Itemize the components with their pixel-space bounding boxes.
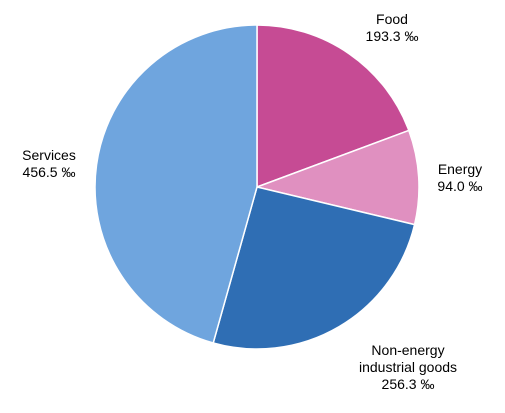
pie-slice-food: [256, 24, 410, 189]
pie-slices: [94, 24, 420, 350]
slice-label-food: Food 193.3 ‰: [366, 11, 419, 44]
pie-slice-energy: [254, 129, 420, 226]
slice-label-services: Services 456.5 ‰: [22, 147, 76, 180]
slice-label-non-energy-industrial-goods: Non-energy industrial goods 256.3 ‰: [359, 342, 457, 392]
slice-labels: Food 193.3 ‰ Energy 94.0 ‰ Non-energy industr…: [22, 11, 482, 392]
slice-label-energy: Energy 94.0 ‰: [437, 161, 482, 194]
pie-slice-services: [94, 24, 258, 344]
pie-slice-non-energy-industrial-goods: [212, 186, 416, 350]
